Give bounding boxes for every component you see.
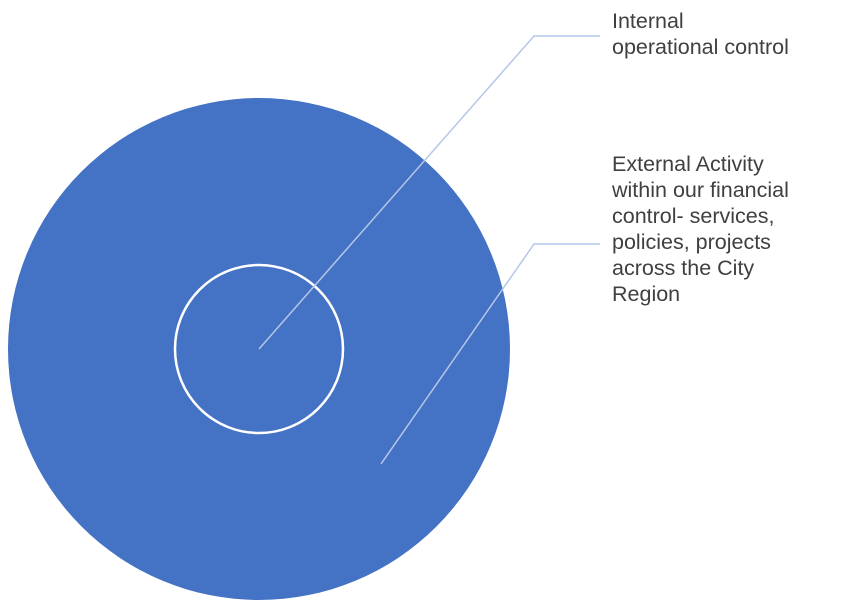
inner-leader-line [258,35,600,350]
outer-leader-line [380,243,600,465]
inner-circle [173,263,345,435]
inner-circle-label: Internal operational control [612,9,789,59]
outer-circle-label: External Activity within our financial c… [612,152,789,306]
